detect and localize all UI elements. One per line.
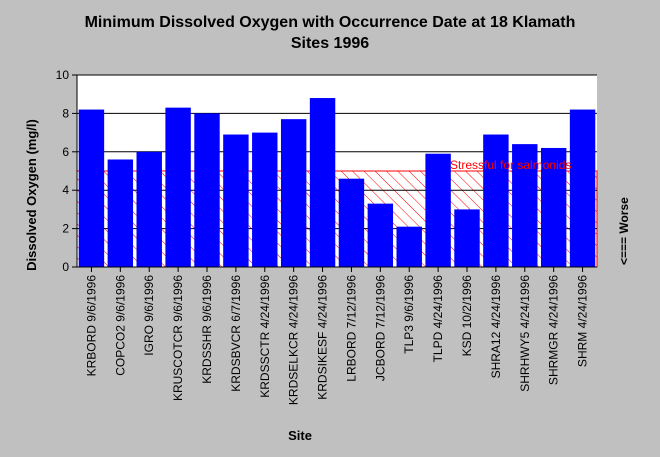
bar [396, 226, 422, 267]
x-tick-label: LRBORD 7/12/1996 [344, 275, 358, 382]
bar [223, 134, 249, 267]
bar [309, 98, 336, 267]
bar [78, 109, 105, 267]
x-tick-label: SHRMGR 4/24/1996 [547, 275, 561, 385]
x-tick-label: KRBORD 9/6/1996 [84, 275, 98, 377]
x-tick-label: SHRA12 4/24/1996 [489, 275, 503, 379]
y-tick-label: 8 [62, 106, 69, 120]
bar [165, 107, 191, 267]
x-tick-label: KRDSELKCR 4/24/1996 [287, 275, 301, 405]
x-tick-label: KRDSSCTR 4/24/1996 [258, 275, 272, 398]
y-tick-label: 2 [62, 222, 69, 236]
x-tick-label: KRDSSHR 9/6/1996 [200, 275, 214, 384]
bar [540, 147, 567, 267]
bar [569, 109, 596, 267]
x-tick-label: KRDSIKESF 4/24/1996 [316, 275, 330, 400]
chart-title-line-2: Sites 1996 [290, 35, 370, 52]
y-tick-label: 4 [62, 183, 69, 197]
bar [454, 209, 480, 267]
bar [483, 134, 509, 267]
x-tick-label: SHRHWY5 4/24/1996 [518, 275, 532, 392]
y-tick-label: 10 [56, 68, 70, 82]
bar [107, 159, 134, 267]
bar [512, 144, 538, 267]
x-tick-label: TLPD 4/24/1996 [431, 275, 445, 363]
bar [136, 151, 162, 267]
x-tick-label: SHRM 4/24/1996 [576, 275, 590, 367]
x-tick-label: KRDSBVCR 6/7/1996 [229, 275, 243, 392]
x-tick-label: TLP3 9/6/1996 [402, 275, 416, 354]
x-tick-label: KSD 10/2/1996 [460, 275, 474, 357]
x-tick-label: JCBORD 7/12/1996 [373, 275, 387, 381]
bar [338, 178, 365, 267]
bar [425, 153, 451, 267]
x-tick-label: KRUSCOTCR 9/6/1996 [171, 275, 185, 401]
chart-title-line-1: Minimum Dissolved Oxygen with Occurrence… [84, 14, 576, 31]
threshold-label: Stressful for salmonids [450, 158, 571, 172]
threshold-region [77, 171, 597, 267]
bar [280, 119, 307, 267]
x-tick-label: IGRO 9/6/1996 [142, 275, 156, 356]
y-tick-label: 0 [62, 260, 69, 274]
y-tick-label: 6 [62, 145, 69, 159]
x-tick-label: COPCO2 9/6/1996 [113, 275, 127, 376]
x-axis-label: Site [288, 428, 312, 443]
bar [252, 132, 278, 267]
bar [367, 203, 394, 267]
bar [194, 113, 220, 268]
